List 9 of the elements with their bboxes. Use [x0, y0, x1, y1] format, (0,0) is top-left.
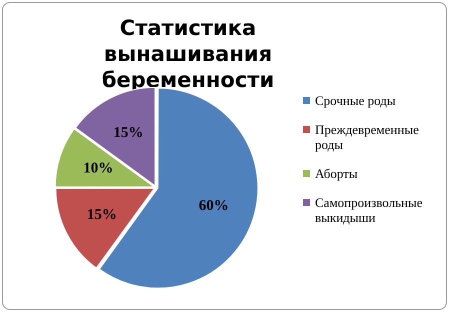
legend-label: Преждевременные роды — [315, 122, 419, 152]
data-label: 15% — [113, 125, 144, 142]
chart-title: Статистика вынашивания беременности — [100, 15, 276, 93]
data-label: 60% — [198, 198, 229, 214]
data-label: 15% — [86, 206, 117, 223]
legend-label: Аборты — [315, 166, 358, 181]
data-label: 10% — [83, 160, 114, 177]
legend-label: Самопроизвольные выкидыши — [315, 195, 422, 225]
legend-label: Срочные роды — [315, 93, 396, 108]
